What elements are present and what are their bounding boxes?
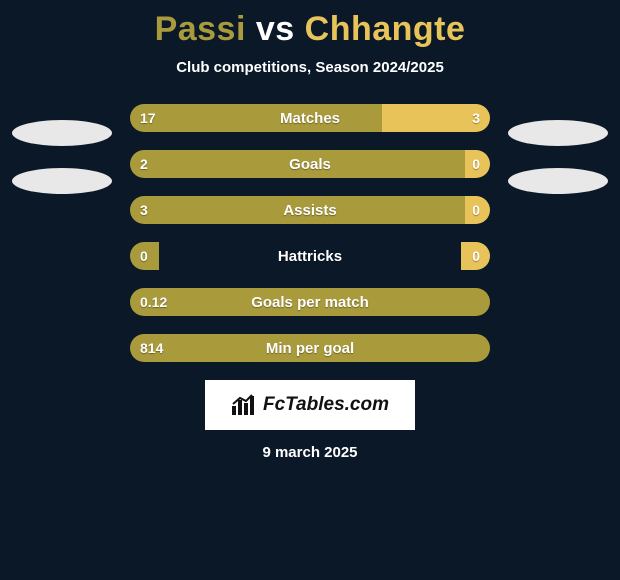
stat-left-value: 814 <box>130 334 490 362</box>
stat-row: 30Assists <box>130 196 490 224</box>
vs-text: vs <box>246 10 305 48</box>
stat-right-value: 0 <box>461 242 490 270</box>
stat-right-value: 0 <box>465 196 490 224</box>
player2-photo-placeholder <box>508 120 608 146</box>
stat-right-value: 3 <box>382 104 490 132</box>
player1-name: Passi <box>155 10 246 48</box>
stat-left-value: 17 <box>130 104 382 132</box>
page-title: Passi vs Chhangte <box>0 0 620 49</box>
stat-right-value: 0 <box>465 150 490 178</box>
stat-row: 173Matches <box>130 104 490 132</box>
player2-avatar-col <box>508 120 608 194</box>
player1-photo-placeholder <box>12 120 112 146</box>
stats-chart: 173Matches20Goals30Assists00Hattricks0.1… <box>130 104 490 362</box>
fctables-logo-icon <box>231 394 257 416</box>
date-text: 9 march 2025 <box>0 444 620 461</box>
player1-club-placeholder <box>12 168 112 194</box>
branding-label: FcTables.com <box>263 394 389 416</box>
stat-row: 0.12Goals per match <box>130 288 490 316</box>
stat-center-gap <box>159 242 461 270</box>
stat-row: 20Goals <box>130 150 490 178</box>
stat-left-value: 2 <box>130 150 465 178</box>
player2-name: Chhangte <box>305 10 466 48</box>
player2-club-placeholder <box>508 168 608 194</box>
stat-left-value: 0.12 <box>130 288 490 316</box>
stat-left-value: 3 <box>130 196 465 224</box>
branding-badge: FcTables.com <box>205 380 415 430</box>
subtitle: Club competitions, Season 2024/2025 <box>0 59 620 76</box>
stat-row: 00Hattricks <box>130 242 490 270</box>
stat-left-value: 0 <box>130 242 159 270</box>
player1-avatar-col <box>12 120 112 194</box>
stat-row: 814Min per goal <box>130 334 490 362</box>
